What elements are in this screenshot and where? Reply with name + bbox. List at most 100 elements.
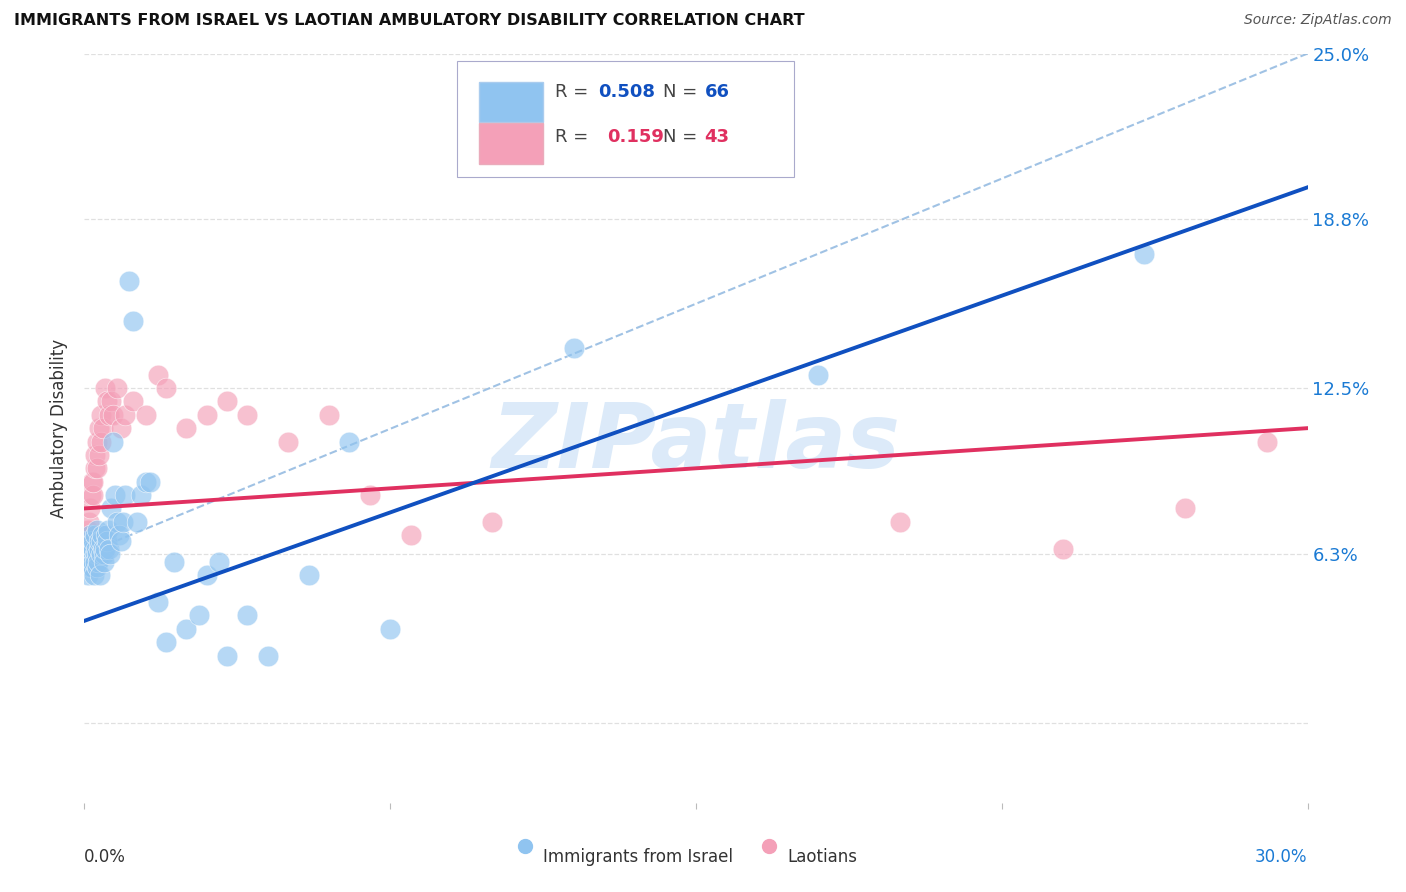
Point [127, 515, 149, 529]
Point [83, 528, 105, 542]
Point [807, 368, 830, 382]
Point [80, 475, 103, 489]
Point [86, 461, 108, 475]
Point [82, 555, 104, 569]
Point [122, 314, 145, 328]
Point [481, 515, 503, 529]
Point [94, 528, 117, 542]
Point [131, 488, 153, 502]
Point [76, 533, 98, 548]
Point [174, 622, 197, 636]
Point [298, 568, 321, 582]
Point [135, 475, 157, 489]
Point [83, 547, 105, 561]
Point [75, 541, 97, 556]
Point [86, 547, 108, 561]
Point [93, 541, 115, 556]
Point [236, 408, 259, 422]
Point [1133, 247, 1156, 261]
Point [87, 541, 110, 556]
Point [195, 568, 218, 582]
Point [79, 541, 101, 556]
Point [89, 568, 111, 582]
Point [101, 434, 124, 449]
Point [84, 448, 107, 462]
Point [82, 475, 104, 489]
Point [93, 555, 115, 569]
Point [77, 568, 100, 582]
Point [82, 533, 104, 548]
Point [91, 541, 114, 556]
Point [236, 608, 259, 623]
Point [110, 421, 132, 435]
Point [339, 434, 361, 449]
FancyBboxPatch shape [457, 61, 794, 178]
Point [135, 408, 157, 422]
Point [86, 434, 108, 449]
Point [90, 528, 112, 542]
Point [104, 488, 127, 502]
Text: ZIPatlas: ZIPatlas [492, 399, 900, 487]
Point [96, 533, 118, 548]
Point [174, 421, 197, 435]
Point [75, 547, 97, 561]
Text: R =: R = [555, 128, 600, 146]
Text: 66: 66 [704, 83, 730, 101]
Point [110, 533, 132, 548]
Point [98, 547, 121, 561]
Point [84, 555, 107, 569]
Point [93, 381, 115, 395]
Point [89, 421, 111, 435]
Point [155, 381, 177, 395]
Point [217, 394, 239, 409]
Point [100, 394, 122, 409]
Point [91, 421, 114, 435]
Point [122, 394, 145, 409]
Point [97, 408, 120, 422]
Point [1052, 541, 1074, 556]
Text: 0.159: 0.159 [606, 128, 664, 146]
Point [80, 560, 103, 574]
Point [114, 488, 136, 502]
Point [83, 568, 105, 582]
Text: N =: N = [664, 128, 703, 146]
Point [1174, 501, 1197, 516]
Point [138, 475, 160, 489]
Text: 43: 43 [704, 128, 730, 146]
Text: R =: R = [555, 83, 595, 101]
Point [87, 555, 110, 569]
Point [79, 501, 101, 516]
Point [96, 394, 118, 409]
Point [86, 560, 108, 574]
Point [187, 608, 209, 623]
Point [101, 408, 124, 422]
Point [90, 408, 112, 422]
Point [82, 541, 104, 556]
Point [359, 488, 381, 502]
Point [195, 408, 218, 422]
Point [79, 528, 101, 542]
Point [77, 523, 100, 537]
Point [83, 461, 105, 475]
Point [97, 541, 120, 556]
Point [118, 274, 141, 288]
Point [93, 547, 115, 561]
Text: Immigrants from Israel: Immigrants from Israel [543, 847, 733, 866]
Point [82, 488, 104, 502]
Point [155, 635, 177, 649]
Point [100, 501, 122, 516]
FancyBboxPatch shape [479, 123, 543, 163]
Point [562, 341, 585, 355]
Text: 0.0%: 0.0% [84, 847, 127, 866]
Point [90, 547, 112, 561]
Text: Laotians: Laotians [787, 847, 858, 866]
Text: 0.508: 0.508 [598, 83, 655, 101]
Point [277, 434, 299, 449]
Point [80, 488, 103, 502]
Point [105, 381, 128, 395]
Point [889, 515, 911, 529]
Point [217, 648, 239, 663]
Point [146, 595, 169, 609]
Point [105, 515, 128, 529]
Point [76, 528, 98, 542]
